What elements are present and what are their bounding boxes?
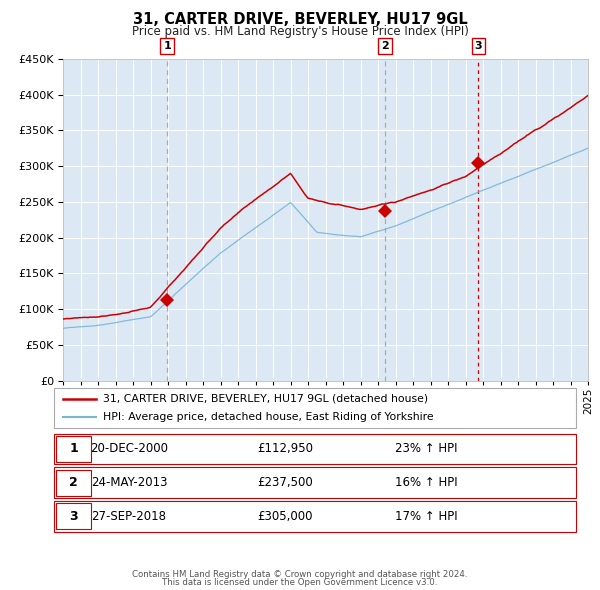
Text: 3: 3 [475, 41, 482, 51]
Text: 1: 1 [164, 41, 172, 51]
Text: £305,000: £305,000 [257, 510, 313, 523]
Text: 24-MAY-2013: 24-MAY-2013 [91, 476, 167, 489]
Text: 2: 2 [70, 476, 78, 489]
Text: Contains HM Land Registry data © Crown copyright and database right 2024.: Contains HM Land Registry data © Crown c… [132, 571, 468, 579]
Text: 17% ↑ HPI: 17% ↑ HPI [395, 510, 457, 523]
Text: HPI: Average price, detached house, East Riding of Yorkshire: HPI: Average price, detached house, East… [103, 411, 434, 421]
Text: 16% ↑ HPI: 16% ↑ HPI [395, 476, 457, 489]
Text: 1: 1 [70, 442, 78, 455]
Text: £112,950: £112,950 [257, 442, 313, 455]
Text: Price paid vs. HM Land Registry's House Price Index (HPI): Price paid vs. HM Land Registry's House … [131, 25, 469, 38]
Text: 31, CARTER DRIVE, BEVERLEY, HU17 9GL: 31, CARTER DRIVE, BEVERLEY, HU17 9GL [133, 12, 467, 27]
Text: 20-DEC-2000: 20-DEC-2000 [90, 442, 168, 455]
Text: 23% ↑ HPI: 23% ↑ HPI [395, 442, 457, 455]
Text: 31, CARTER DRIVE, BEVERLEY, HU17 9GL (detached house): 31, CARTER DRIVE, BEVERLEY, HU17 9GL (de… [103, 394, 428, 404]
Text: This data is licensed under the Open Government Licence v3.0.: This data is licensed under the Open Gov… [163, 578, 437, 587]
Text: 27-SEP-2018: 27-SEP-2018 [91, 510, 167, 523]
Text: 3: 3 [70, 510, 78, 523]
Text: £237,500: £237,500 [257, 476, 313, 489]
Text: 2: 2 [381, 41, 389, 51]
